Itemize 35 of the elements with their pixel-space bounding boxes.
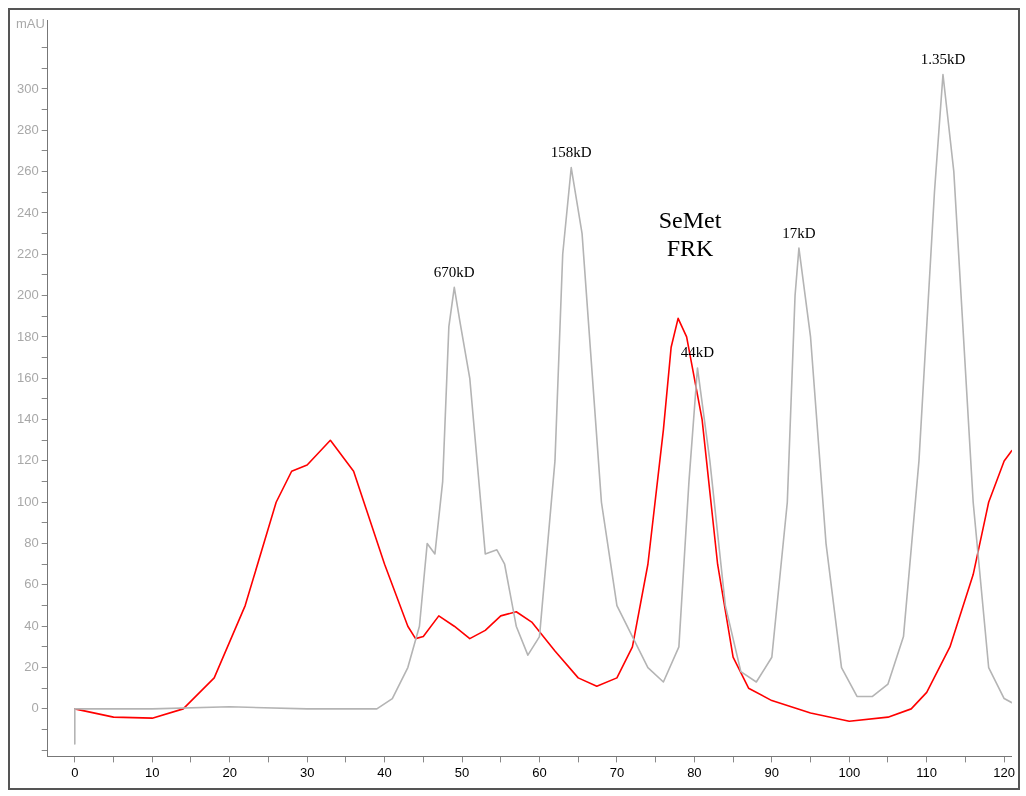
x-tick-label: 80 xyxy=(687,764,702,780)
y-tick-label: 140 xyxy=(16,411,39,427)
y-tick-label: 300 xyxy=(16,80,39,96)
x-tick-label: 10 xyxy=(145,764,160,780)
x-tick-label: 40 xyxy=(377,764,392,780)
y-tick-label: 60 xyxy=(24,576,39,592)
annotation: 158kD xyxy=(550,143,592,160)
x-tick-label: 70 xyxy=(609,764,625,780)
x-tick-label: 120 xyxy=(993,764,1016,780)
x-tick-label: 110 xyxy=(916,764,938,780)
x-tick-label: 100 xyxy=(838,764,861,780)
annotation: 670kD xyxy=(433,263,475,280)
y-axis-title: mAU xyxy=(16,16,45,32)
annotation: 1.35kD xyxy=(920,50,966,67)
y-tick-label: 240 xyxy=(16,204,39,220)
x-tick-label: 90 xyxy=(764,764,780,780)
y-tick-label: 200 xyxy=(16,287,39,303)
x-tick-label: 50 xyxy=(454,764,470,780)
y-tick-label: 20 xyxy=(24,659,39,675)
annotation: SeMet FRK xyxy=(658,207,722,262)
y-tick-label: 120 xyxy=(16,452,39,468)
y-tick-label: 100 xyxy=(16,493,39,509)
x-tick-label: 30 xyxy=(299,764,315,780)
y-tick-label: 280 xyxy=(16,121,39,137)
x-tick-label: 60 xyxy=(532,764,547,780)
y-tick-label: 40 xyxy=(24,617,39,633)
x-tick-label: 20 xyxy=(222,764,237,780)
y-tick-label: 180 xyxy=(16,328,39,344)
y-tick-label: 160 xyxy=(16,369,39,385)
y-tick-label: 0 xyxy=(31,700,39,716)
x-tick-label: 0 xyxy=(71,764,79,780)
y-tick-label: 80 xyxy=(24,535,39,551)
annotation: 17kD xyxy=(782,224,816,241)
y-tick-label: 260 xyxy=(16,163,39,179)
y-tick-label: 220 xyxy=(16,245,39,261)
